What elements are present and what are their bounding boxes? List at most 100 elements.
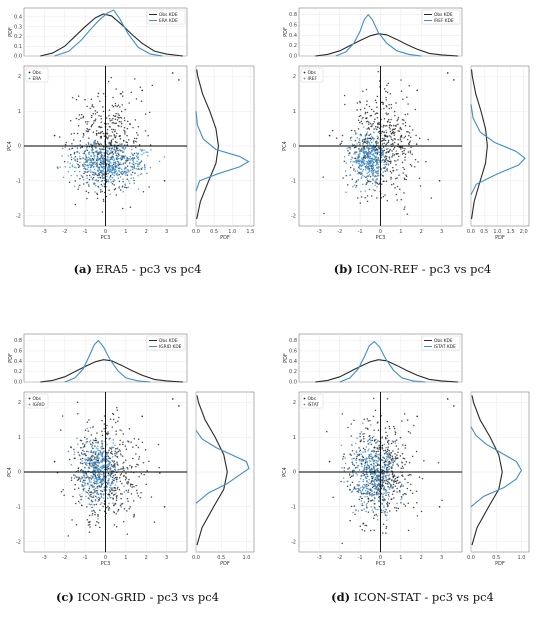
scatter-point bbox=[404, 121, 407, 124]
scatter-point bbox=[404, 447, 406, 449]
scatter-point bbox=[343, 469, 346, 472]
scatter-point bbox=[97, 448, 99, 450]
ytick-label: -1 bbox=[291, 178, 296, 184]
scatter-point bbox=[105, 150, 108, 152]
kde-y-model-line bbox=[195, 429, 250, 504]
scatter-point bbox=[386, 448, 389, 450]
scatter-point bbox=[101, 496, 103, 499]
scatter-point bbox=[400, 467, 402, 469]
scatter-point bbox=[106, 464, 108, 467]
scatter-point bbox=[376, 447, 379, 449]
scatter-point bbox=[112, 466, 114, 468]
scatter-point bbox=[124, 108, 126, 111]
scatter-point bbox=[407, 529, 410, 532]
scatter-point bbox=[82, 453, 84, 456]
scatter-point bbox=[151, 84, 154, 87]
scatter-point bbox=[364, 148, 366, 151]
scatter-point bbox=[108, 135, 110, 137]
scatter-point bbox=[109, 166, 111, 169]
scatter-point bbox=[121, 502, 124, 505]
kde-x-obs-line bbox=[40, 359, 183, 383]
scatter-point bbox=[85, 171, 87, 173]
scatter-point bbox=[358, 480, 360, 483]
caption-text-c: ICON-GRID - pc3 vs pc4 bbox=[77, 590, 220, 604]
scatter-point bbox=[84, 459, 87, 462]
scatter-point bbox=[114, 171, 116, 174]
scatter-point bbox=[362, 523, 364, 525]
scatter-point bbox=[369, 115, 371, 117]
scatter-point bbox=[354, 130, 356, 132]
scatter-point bbox=[73, 185, 76, 187]
scatter-point bbox=[367, 482, 369, 484]
scatter-point bbox=[386, 459, 389, 461]
scatter-point bbox=[406, 419, 409, 421]
scatter-point bbox=[102, 476, 105, 478]
scatter-point bbox=[88, 498, 91, 500]
scatter-point bbox=[83, 453, 86, 456]
scatter-point bbox=[148, 186, 150, 188]
scatter-point bbox=[416, 502, 418, 504]
scatter-point bbox=[341, 140, 343, 143]
scatter-point bbox=[103, 155, 105, 157]
scatter-point bbox=[384, 482, 387, 484]
scatter-point bbox=[371, 125, 373, 127]
scatter-point bbox=[348, 474, 351, 477]
scatter-point bbox=[127, 120, 129, 123]
scatter-point bbox=[366, 144, 369, 146]
scatter-point bbox=[73, 139, 75, 141]
scatter-point bbox=[391, 467, 394, 469]
scatter-point bbox=[89, 451, 92, 453]
scatter-point bbox=[373, 500, 375, 502]
kde-legend-obs-label: Obs KDE bbox=[159, 338, 178, 344]
scatter-point bbox=[124, 479, 127, 481]
scatter-point bbox=[383, 487, 385, 490]
scatter-point bbox=[120, 497, 122, 500]
scatter-point bbox=[370, 439, 372, 442]
scatter-point bbox=[111, 131, 114, 133]
scatter-point bbox=[359, 142, 361, 144]
scatter-point bbox=[392, 154, 394, 157]
scatter-point bbox=[367, 420, 369, 422]
scatter-point bbox=[372, 415, 375, 418]
scatter-point bbox=[80, 495, 82, 498]
scatter-point bbox=[103, 502, 106, 505]
scatter-point bbox=[62, 489, 64, 491]
scatter-point bbox=[110, 487, 112, 490]
scatter-point bbox=[349, 148, 352, 150]
scatter-point bbox=[127, 481, 130, 483]
scatter-point bbox=[111, 104, 114, 107]
scatter-point bbox=[355, 457, 358, 460]
scatter-point bbox=[363, 141, 365, 144]
scatter-point bbox=[94, 179, 96, 182]
scatter-point bbox=[64, 143, 67, 146]
scatter-point bbox=[87, 183, 90, 186]
scatter-point bbox=[366, 200, 369, 203]
scatter-point bbox=[89, 174, 91, 177]
scatter-point bbox=[378, 479, 380, 482]
scatter-point bbox=[376, 515, 379, 517]
scatter-point bbox=[378, 183, 380, 186]
scatter-point bbox=[358, 115, 361, 118]
scatter-point bbox=[81, 484, 83, 486]
scatter-point bbox=[107, 474, 109, 477]
scatter-point bbox=[126, 497, 129, 500]
scatter-point bbox=[146, 172, 148, 175]
scatter-point bbox=[124, 133, 126, 135]
scatter-point bbox=[100, 156, 103, 159]
scatter-point bbox=[106, 443, 108, 446]
scatter-point bbox=[125, 476, 127, 478]
scatter-point bbox=[86, 506, 88, 508]
scatter-point bbox=[399, 455, 402, 457]
scatter-point bbox=[350, 454, 352, 456]
scatter-point bbox=[80, 498, 82, 501]
caption-b: (b) ICON-REF - pc3 vs pc4 bbox=[275, 262, 550, 276]
scatter-point bbox=[96, 154, 99, 157]
scatter-point bbox=[120, 506, 123, 508]
scatter-point bbox=[126, 510, 128, 512]
scatter-point bbox=[368, 159, 370, 161]
scatter-point bbox=[126, 165, 129, 167]
scatter-point bbox=[98, 163, 101, 165]
scatter-point bbox=[351, 143, 354, 146]
scatter-point bbox=[69, 162, 71, 165]
